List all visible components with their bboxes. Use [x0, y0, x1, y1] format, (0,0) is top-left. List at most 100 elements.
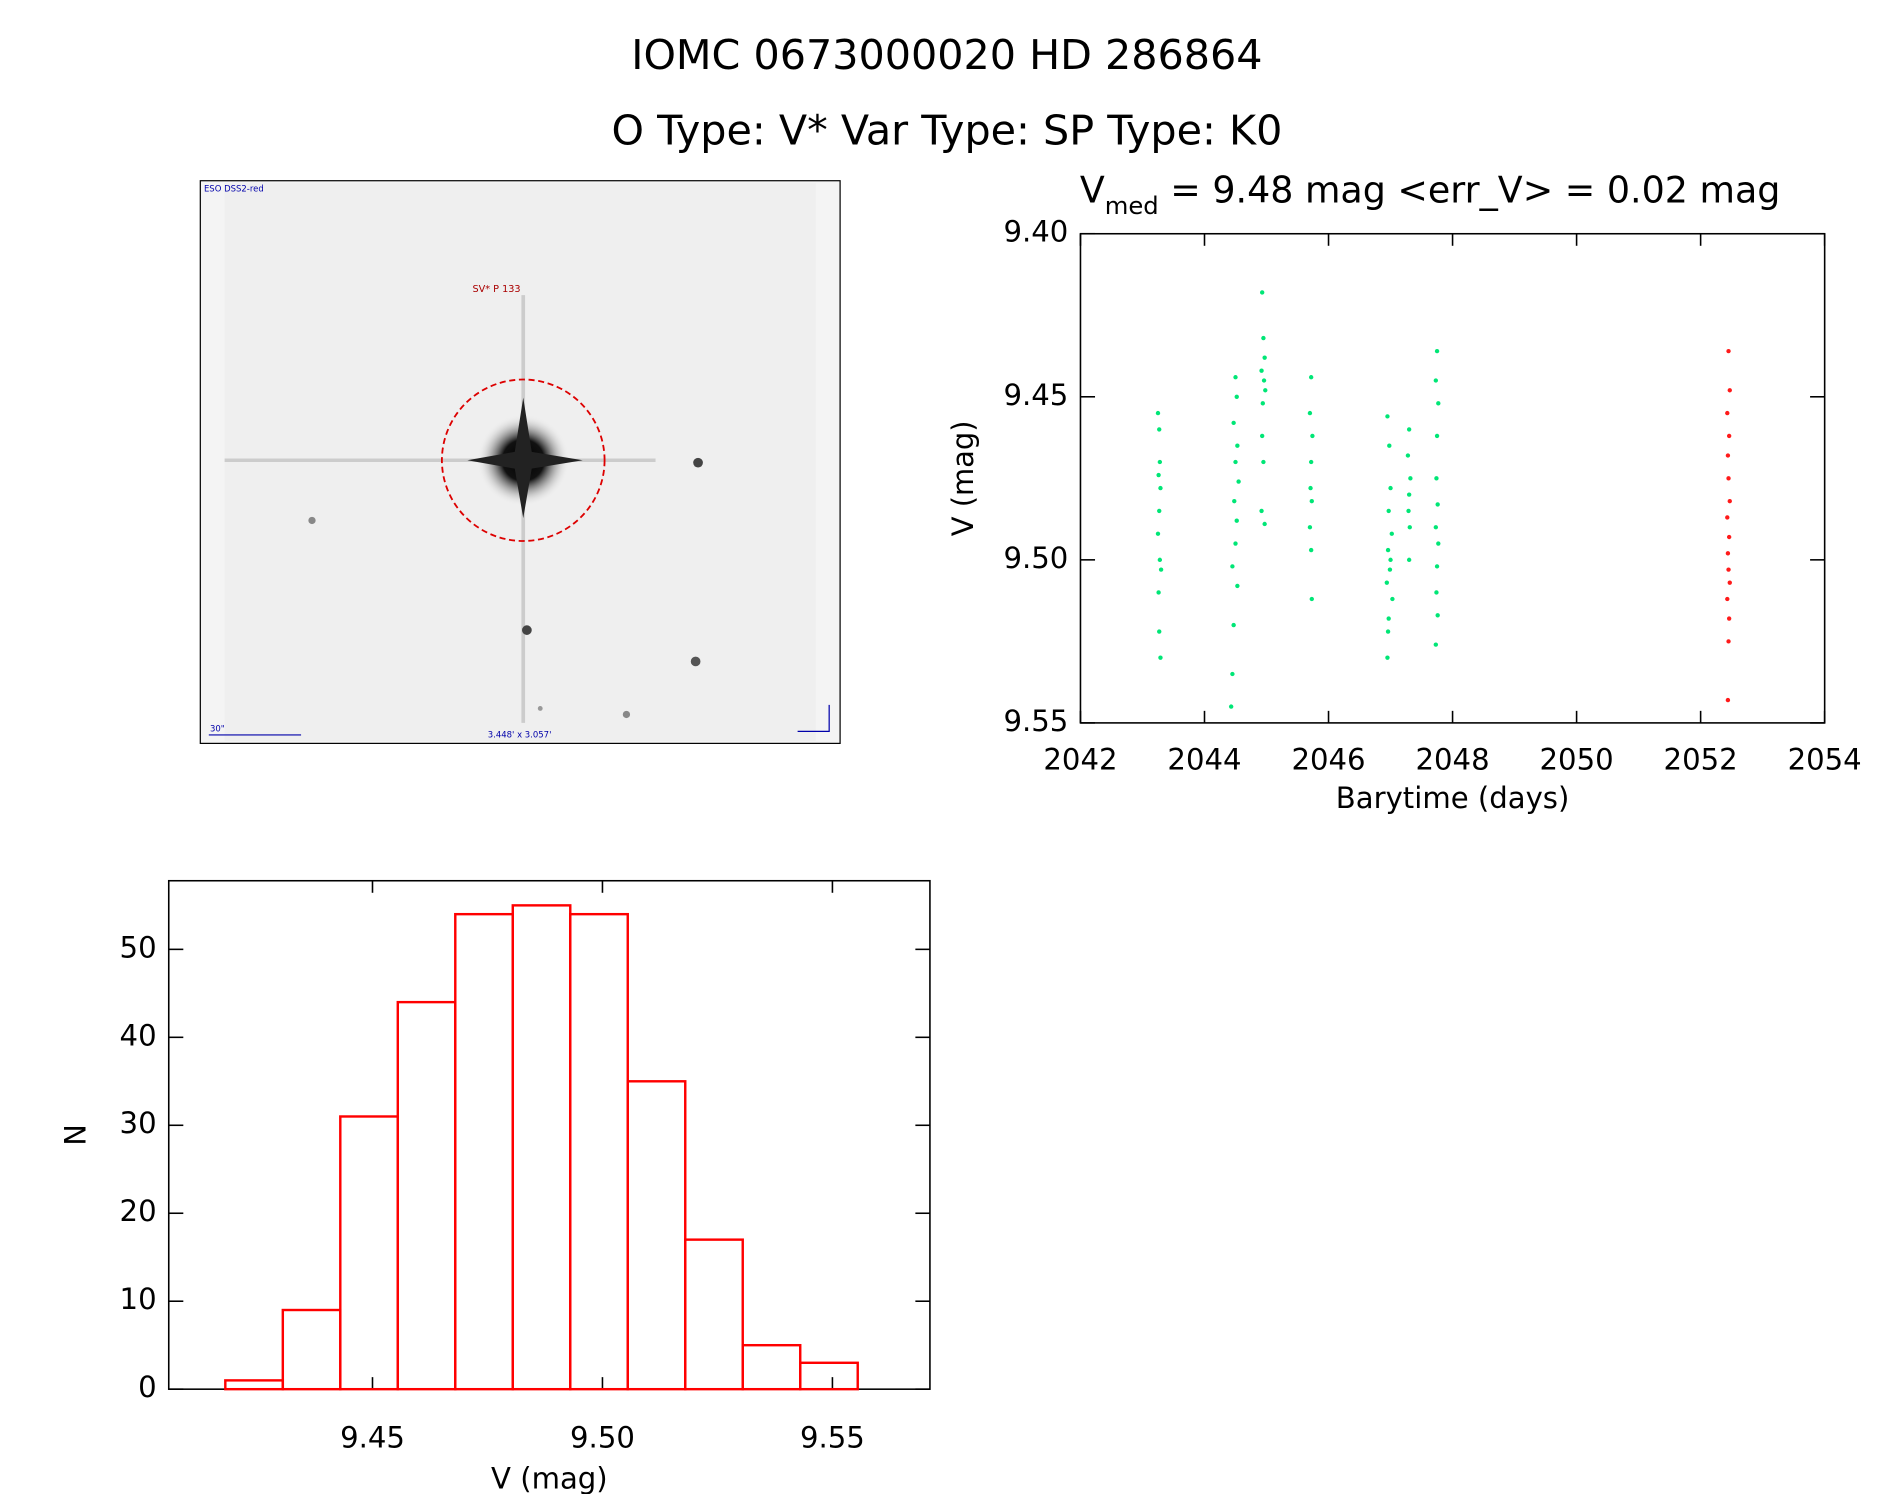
data-point [1725, 515, 1730, 520]
data-point [1235, 583, 1240, 589]
data-point [1436, 401, 1441, 406]
data-point [1158, 567, 1164, 572]
histogram-bar [454, 912, 514, 1391]
data-point [1158, 485, 1163, 491]
data-point [1388, 557, 1393, 563]
data-point [1725, 551, 1731, 556]
x-axis-label: V (mag) [491, 1462, 608, 1494]
data-point [1390, 596, 1395, 602]
data-point [1434, 476, 1439, 481]
data-point [1307, 525, 1313, 530]
y-tick-label: 9.45 [1003, 378, 1068, 412]
data-point [1157, 508, 1162, 514]
y-tick-label: 0 [138, 1370, 157, 1404]
data-point [1433, 378, 1439, 383]
data-point [1308, 485, 1313, 491]
page-subtitle: O Type: V* Var Type: SP Type: K0 [611, 107, 1282, 155]
data-point [1434, 433, 1440, 439]
data-point [1408, 476, 1413, 481]
data-point [1157, 427, 1162, 432]
x-tick-label: 2052 [1664, 743, 1738, 777]
data-point [1726, 567, 1731, 572]
data-point [1308, 547, 1314, 553]
histogram-bar [626, 1080, 687, 1391]
data-point [1725, 697, 1731, 703]
data-point [1155, 531, 1161, 536]
chart-title-part: V [1080, 169, 1105, 212]
data-point [1726, 433, 1732, 439]
data-point [1155, 410, 1161, 416]
data-point [1727, 388, 1732, 393]
x-tick-label: 9.55 [800, 1421, 865, 1455]
data-point [1234, 394, 1239, 399]
histogram-bar [684, 1238, 744, 1391]
chart-title-part: med [1105, 192, 1159, 220]
data-point [1259, 290, 1265, 295]
data-point [1263, 388, 1268, 393]
data-point [1387, 443, 1392, 448]
data-point [1726, 476, 1731, 481]
data-point [1725, 596, 1730, 602]
data-point [1406, 492, 1412, 497]
histogram-bar [569, 912, 629, 1391]
x-tick-label: 2042 [1043, 743, 1117, 777]
data-point [1435, 613, 1440, 618]
data-point [1233, 541, 1238, 546]
data-point [1385, 655, 1390, 660]
data-point [1231, 420, 1236, 426]
data-point [1259, 433, 1265, 439]
histogram-bar [799, 1361, 859, 1391]
finder-image: ESO DSS2-red SV* P 133 30" 3.448' x 3.05… [199, 180, 841, 744]
histogram-bar [224, 1379, 285, 1391]
data-point [1230, 671, 1235, 677]
data-point [1433, 642, 1439, 647]
data-point [1157, 629, 1162, 634]
data-point [1232, 498, 1237, 504]
data-point [1725, 410, 1730, 416]
data-point [1386, 508, 1391, 514]
x-tick-label: 2044 [1167, 743, 1241, 777]
chart-title-part: = 9.48 mag <err_V> = 0.02 mag [1159, 169, 1781, 212]
data-point [1260, 401, 1265, 406]
y-tick-label: 50 [120, 930, 157, 964]
data-point [1434, 564, 1440, 569]
x-tick-label: 9.45 [340, 1421, 405, 1455]
data-point [1406, 557, 1412, 563]
data-point [1235, 443, 1240, 448]
y-axis-label: V (mag) [946, 420, 980, 536]
histogram-bar [511, 904, 572, 1391]
data-point [1385, 547, 1391, 553]
data-point [1307, 410, 1313, 416]
chart-title: Vmed = 9.48 mag <err_V> = 0.02 mag [1080, 169, 1781, 220]
data-point [1230, 564, 1235, 569]
plot-frame [1079, 232, 1826, 724]
y-tick-label: 20 [120, 1194, 157, 1228]
x-axis-label: Barytime (days) [1336, 781, 1570, 815]
data-point [1233, 459, 1238, 465]
data-point [1259, 508, 1264, 514]
data-point [1385, 629, 1391, 634]
image-label: 3.448' x 3.057' [488, 729, 552, 739]
y-tick-label: 9.55 [1003, 704, 1068, 738]
data-point [1310, 433, 1315, 439]
x-tick-label: 2048 [1416, 743, 1490, 777]
data-point [1261, 378, 1267, 383]
data-point [1407, 525, 1412, 530]
data-point [1261, 335, 1266, 341]
data-point [1726, 348, 1731, 354]
data-point [1725, 453, 1731, 458]
data-point [1234, 518, 1239, 523]
page-title: IOMC 0673000020 HD 286864 [631, 31, 1262, 79]
data-point [1231, 622, 1236, 628]
data-point [1434, 590, 1439, 595]
data-point [1433, 525, 1439, 530]
data-point [1389, 531, 1394, 536]
histogram-bar [281, 1308, 342, 1391]
y-axis-label: N [59, 1124, 93, 1146]
data-point [1261, 459, 1266, 465]
y-tick-label: 30 [120, 1106, 157, 1140]
data-point [1434, 348, 1440, 354]
data-point [1157, 459, 1163, 465]
data-point [1158, 655, 1163, 660]
